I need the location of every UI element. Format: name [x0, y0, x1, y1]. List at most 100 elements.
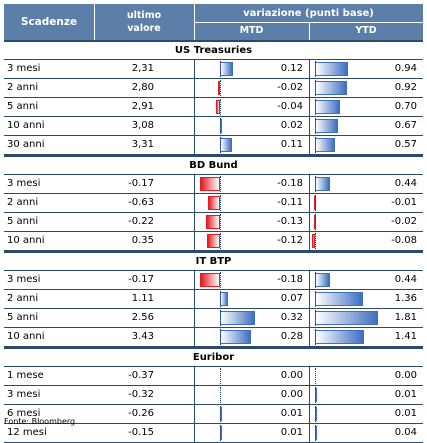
- ytd-cell: 0.94: [309, 60, 424, 78]
- value-bar: [315, 292, 363, 306]
- value-bar: [220, 311, 255, 325]
- table-header: Scadenze ultimo valore variazione (punti…: [4, 4, 423, 40]
- ytd-cell: 1.36: [309, 290, 424, 308]
- mtd-value: -0.02: [277, 82, 303, 93]
- rates-table: Scadenze ultimo valore variazione (punti…: [4, 4, 423, 443]
- mtd-value: 0.01: [280, 408, 303, 419]
- mtd-cell: 0.00: [194, 367, 310, 385]
- mtd-cell: 0.32: [194, 309, 310, 327]
- mtd-cell: -0.18: [194, 271, 310, 289]
- section-title: IT BTP: [4, 251, 423, 271]
- section-title: Euribor: [4, 347, 423, 367]
- mtd-cell: 0.00: [194, 386, 310, 404]
- last-value: -0.15: [128, 427, 154, 438]
- zero-axis: [315, 272, 316, 288]
- ytd-value: 0.57: [394, 139, 417, 150]
- table-row: 10 anni 3,08 0.02 0.67: [4, 117, 423, 136]
- zero-axis: [315, 118, 316, 134]
- mtd-cell: -0.18: [194, 175, 310, 193]
- zero-axis: [220, 272, 221, 288]
- zero-axis: [220, 291, 221, 307]
- zero-axis: [315, 176, 316, 192]
- last-value: 2,80: [131, 82, 154, 93]
- zero-axis: [220, 137, 221, 153]
- ytd-value: 0.01: [394, 389, 417, 400]
- maturity-label: 10 anni: [7, 235, 45, 246]
- mtd-value: 0.01: [280, 427, 303, 438]
- zero-axis: [315, 233, 316, 249]
- ytd-value: 1.81: [394, 312, 417, 323]
- ytd-cell: 0.01: [309, 386, 424, 404]
- mtd-value: 0.00: [280, 389, 303, 400]
- ytd-value: 0.44: [394, 178, 417, 189]
- ytd-cell: 0.01: [309, 405, 424, 423]
- zero-axis: [315, 137, 316, 153]
- ytd-value: 0.44: [394, 274, 417, 285]
- table-row: 10 anni 0.35 -0.12 -0.08: [4, 232, 423, 251]
- zero-axis: [220, 425, 221, 441]
- zero-axis: [315, 291, 316, 307]
- maturity-label: 30 anni: [7, 139, 45, 150]
- ytd-cell: 1.41: [309, 328, 424, 346]
- maturity-label: 2 anni: [7, 293, 39, 304]
- maturity-label: 5 anni: [7, 312, 39, 323]
- table-row: 10 anni 3.43 0.28 1.41: [4, 328, 423, 347]
- mtd-cell: -0.12: [194, 232, 310, 250]
- mtd-value: -0.13: [277, 216, 303, 227]
- ytd-value: 0.92: [394, 82, 417, 93]
- mtd-cell: -0.13: [194, 213, 310, 231]
- mtd-cell: 0.02: [194, 117, 310, 135]
- zero-axis: [220, 61, 221, 77]
- ytd-cell: 1.81: [309, 309, 424, 327]
- table-row: 3 mesi -0.17 -0.18 0.44: [4, 175, 423, 194]
- value-bar: [312, 234, 315, 248]
- table-row: 5 anni 2,91 -0.04 0.70: [4, 98, 423, 117]
- ytd-value: -0.01: [391, 197, 417, 208]
- header-ultimo-line2: valore: [127, 23, 161, 34]
- value-bar: [315, 311, 378, 325]
- last-value: 2.56: [131, 312, 154, 323]
- mtd-value: 0.07: [280, 293, 303, 304]
- mtd-value: -0.12: [277, 235, 303, 246]
- zero-axis: [220, 99, 221, 115]
- header-divider: [309, 22, 310, 40]
- value-bar: [315, 273, 330, 287]
- last-value: 2,31: [131, 63, 154, 74]
- last-value: -0.32: [128, 389, 154, 400]
- table-row: 1 mese -0.37 0.00 0.00: [4, 367, 423, 386]
- zero-axis: [315, 329, 316, 345]
- table-row: 12 mesi -0.15 0.01 0.04: [4, 424, 423, 443]
- mtd-value: -0.18: [277, 178, 303, 189]
- mtd-cell: 0.28: [194, 328, 310, 346]
- table-row: 2 anni 1.11 0.07 1.36: [4, 290, 423, 309]
- header-variazione: variazione (punti base): [243, 8, 374, 19]
- maturity-label: 3 mesi: [7, 274, 41, 285]
- zero-axis: [315, 80, 316, 96]
- value-bar: [315, 100, 340, 114]
- table-row: 30 anni 3,31 0.11 0.57: [4, 136, 423, 155]
- ytd-cell: 0.44: [309, 271, 424, 289]
- value-bar: [220, 62, 233, 76]
- value-bar: [220, 138, 232, 152]
- value-bar: [200, 273, 220, 287]
- zero-axis: [220, 118, 221, 134]
- ytd-cell: 0.57: [309, 136, 424, 154]
- ytd-cell: 0.44: [309, 175, 424, 193]
- header-ytd: YTD: [355, 25, 377, 36]
- table-row: 2 anni 2,80 -0.02 0.92: [4, 79, 423, 98]
- mtd-value: -0.04: [277, 101, 303, 112]
- last-value: -0.22: [128, 216, 154, 227]
- value-bar: [206, 215, 220, 229]
- value-bar: [208, 196, 220, 210]
- maturity-label: 3 mesi: [7, 63, 41, 74]
- value-bar: [218, 81, 220, 95]
- zero-axis: [220, 214, 221, 230]
- table-row: 3 mesi -0.32 0.00 0.01: [4, 386, 423, 405]
- maturity-label: 5 anni: [7, 101, 39, 112]
- last-value: -0.37: [128, 370, 154, 381]
- mtd-cell: -0.04: [194, 98, 310, 116]
- maturity-label: 5 anni: [7, 216, 39, 227]
- mtd-cell: 0.07: [194, 290, 310, 308]
- maturity-label: 1 mese: [7, 370, 44, 381]
- section-title: BD Bund: [4, 155, 423, 175]
